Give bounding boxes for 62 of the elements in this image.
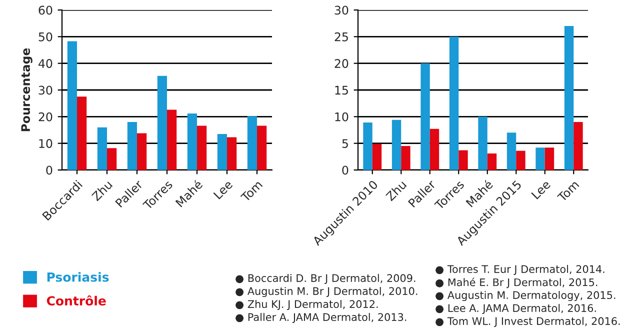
text: ● Boccardi D. Br J Dermatol, 2009. — [236, 274, 416, 284]
y-tick-label: 50 — [38, 32, 52, 42]
y-tick-label: 10 — [335, 112, 348, 122]
bar — [187, 113, 197, 170]
bar — [516, 150, 526, 170]
x-tick-label: Zhu — [91, 180, 113, 202]
bar — [506, 132, 516, 170]
bar — [67, 41, 77, 170]
legend-label: Contrôle — [46, 295, 106, 306]
bar — [137, 133, 147, 170]
bar — [363, 122, 372, 170]
bar — [257, 126, 267, 170]
bar — [197, 126, 207, 170]
y-tick-label: 60 — [38, 6, 52, 15]
y-tick-label: 20 — [38, 112, 52, 122]
x-tick-label: Lee — [213, 180, 234, 200]
x-tick-label: Lee — [531, 180, 551, 200]
bar — [247, 116, 257, 170]
y-tick-label: 20 — [334, 59, 348, 68]
text: ● Torres T. Eur J Dermatol, 2014. — [436, 264, 604, 275]
y-tick-label: 30 — [334, 6, 348, 15]
bar — [97, 127, 107, 170]
bar — [430, 128, 440, 170]
bar — [449, 36, 459, 170]
bar — [157, 76, 167, 170]
bar — [478, 116, 488, 170]
bar — [372, 144, 382, 170]
y-tick-label: 10 — [39, 139, 52, 148]
x-tick-label: Zhu — [385, 180, 407, 202]
bar — [487, 153, 497, 170]
bar — [107, 148, 117, 170]
bar — [392, 120, 402, 170]
text: ● Augustin M. Dermatology, 2015. — [436, 290, 616, 302]
bar — [227, 137, 237, 170]
bar — [574, 122, 583, 170]
y-tick-label: 25 — [334, 32, 348, 42]
bar — [167, 110, 177, 170]
y-axis-title: Pourcentage — [21, 48, 32, 132]
y-tick-label: 0 — [46, 166, 52, 175]
bar — [458, 150, 468, 170]
bar — [536, 148, 545, 170]
y-tick-label: 0 — [342, 166, 348, 175]
text: ● Augustin M. Br J Dermatol, 2010. — [236, 286, 418, 298]
bar — [420, 63, 430, 170]
bar — [127, 122, 137, 170]
text: ● Zhu KJ. J Dermatol, 2012. — [236, 300, 378, 310]
legend-label: Psoriasis — [47, 272, 109, 282]
y-tick-label: 30 — [38, 86, 52, 95]
bar — [217, 134, 227, 170]
bar — [564, 26, 574, 170]
text: ● Lee A. JAMA Dermatol, 2016. — [436, 304, 596, 314]
y-tick-label: 5 — [342, 139, 348, 148]
text: ● Paller A. JAMA Dermatol, 2013. — [236, 312, 406, 323]
x-tick-label: Tom — [240, 180, 263, 202]
bar — [401, 146, 410, 170]
text: ● Mahé E. Br J Dermatol, 2015. — [436, 278, 598, 288]
bar — [77, 96, 87, 170]
bar — [544, 148, 554, 170]
y-tick-label: 40 — [38, 59, 52, 68]
x-tick-label: Tom — [556, 180, 580, 202]
y-tick-label: 15 — [335, 86, 348, 95]
text: ● Tom WL. J Invest Dermatol, 2016. — [436, 316, 620, 327]
